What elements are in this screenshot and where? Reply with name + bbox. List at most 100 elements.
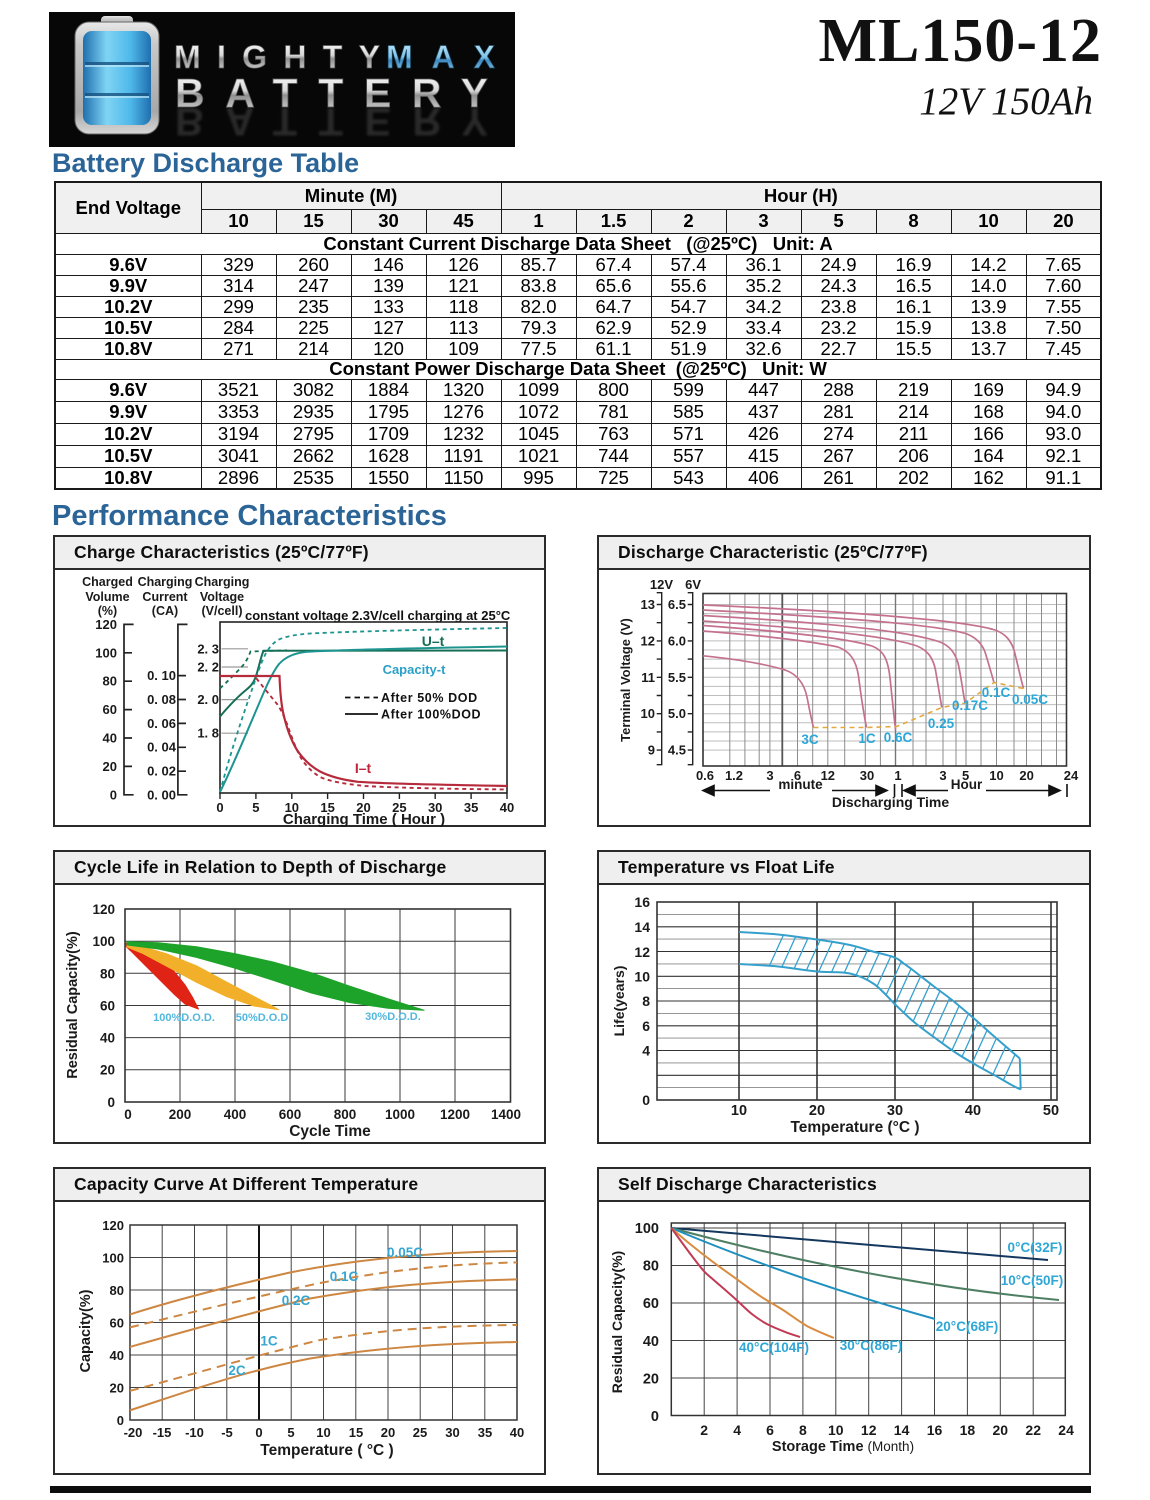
svg-text:0: 0 [651,1409,659,1425]
svg-text:Charging: Charging [138,575,193,589]
svg-text:14: 14 [634,919,650,935]
svg-text:1000: 1000 [385,1107,415,1122]
svg-text:0.2C: 0.2C [282,1293,311,1308]
svg-text:4: 4 [642,1043,650,1059]
svg-text:25: 25 [413,1425,427,1440]
svg-text:0.6: 0.6 [696,768,714,783]
svg-text:400: 400 [224,1107,247,1122]
svg-text:0: 0 [110,787,117,802]
svg-text:0.05C: 0.05C [387,1245,423,1260]
svg-text:30: 30 [887,1103,903,1119]
svg-text:0.1C: 0.1C [982,685,1011,700]
svg-text:0. 08: 0. 08 [147,692,176,707]
svg-text:13: 13 [641,597,655,612]
svg-text:2C: 2C [228,1363,246,1378]
svg-text:120: 120 [92,902,115,917]
svg-text:24: 24 [1064,768,1079,783]
svg-text:60: 60 [103,702,117,717]
svg-text:2. 0: 2. 0 [197,692,219,707]
svg-text:100: 100 [92,934,115,949]
svg-text:20: 20 [809,1103,825,1119]
svg-text:10: 10 [316,1425,330,1440]
svg-text:60: 60 [643,1296,659,1312]
svg-text:25: 25 [392,800,406,815]
svg-text:5.5: 5.5 [668,670,686,685]
svg-text:0.1C: 0.1C [330,1269,359,1284]
svg-text:Temperature ( °C ): Temperature ( °C ) [260,1442,393,1459]
svg-text:4.5: 4.5 [668,743,686,758]
svg-text:Residual Capacity(%): Residual Capacity(%) [65,931,81,1079]
svg-text:-15: -15 [153,1425,172,1440]
svg-text:0: 0 [107,1095,115,1110]
svg-text:120: 120 [95,617,117,632]
svg-text:3: 3 [939,768,946,783]
svg-text:1. 8: 1. 8 [197,726,219,741]
svg-text:1400: 1400 [491,1107,521,1122]
svg-text:20: 20 [381,1425,395,1440]
svg-text:22: 22 [1025,1422,1041,1438]
svg-text:-5: -5 [221,1425,233,1440]
svg-text:Discharging Time: Discharging Time [832,794,949,810]
svg-text:20: 20 [100,1063,115,1078]
svg-text:Charging: Charging [195,575,250,589]
svg-text:0.17C: 0.17C [952,698,988,713]
svg-text:80: 80 [110,1283,124,1298]
svg-text:12V: 12V [650,577,673,592]
svg-text:60: 60 [110,1316,124,1331]
svg-text:16: 16 [927,1422,943,1438]
svg-text:-10: -10 [185,1425,204,1440]
svg-text:6V: 6V [685,577,701,592]
svg-text:0: 0 [642,1092,650,1108]
svg-text:16: 16 [634,894,650,910]
svg-text:Hour: Hour [951,777,983,792]
svg-text:40: 40 [500,800,514,815]
svg-text:constant voltage 2.3V/cell cha: constant voltage 2.3V/cell charging at 2… [245,608,511,623]
svg-text:After 50% DOD: After 50% DOD [381,691,478,705]
svg-text:0. 10: 0. 10 [147,668,176,683]
svg-text:30: 30 [860,768,874,783]
svg-text:35: 35 [464,800,478,815]
svg-text:Storage Time (Month): Storage Time (Month) [772,1439,914,1455]
svg-text:10: 10 [634,969,650,985]
svg-text:1.2: 1.2 [725,768,743,783]
svg-text:0.25: 0.25 [928,716,955,731]
svg-text:8: 8 [642,993,650,1009]
svg-text:Volume: Volume [85,590,129,604]
svg-text:2. 3: 2. 3 [197,641,219,656]
svg-text:9: 9 [648,743,655,758]
svg-text:BATTERY: BATTERY [175,70,495,116]
svg-text:1C: 1C [260,1334,278,1349]
svg-text:14: 14 [894,1422,910,1438]
svg-text:200: 200 [169,1107,192,1122]
svg-text:11: 11 [641,670,655,685]
svg-text:5: 5 [252,800,259,815]
svg-text:40: 40 [103,731,117,746]
svg-text:Cycle Time: Cycle Time [289,1123,371,1140]
svg-text:20: 20 [110,1381,124,1396]
svg-text:Terminal Voltage (V): Terminal Voltage (V) [618,618,633,742]
svg-text:Life(years): Life(years) [611,966,627,1037]
svg-text:(CA): (CA) [152,604,178,618]
svg-text:BATTERY: BATTERY [175,99,495,143]
svg-text:24: 24 [1058,1422,1074,1438]
svg-text:6: 6 [642,1018,650,1034]
svg-text:(%): (%) [98,604,117,618]
svg-text:I–t: I–t [355,760,372,776]
svg-text:6: 6 [794,768,801,783]
svg-text:20: 20 [103,759,117,774]
svg-text:100: 100 [102,1251,124,1266]
svg-text:Charging Time ( Hour ): Charging Time ( Hour ) [283,811,445,828]
svg-text:100: 100 [95,645,117,660]
svg-text:30%D.O.D.: 30%D.O.D. [365,1011,421,1023]
svg-text:1200: 1200 [440,1107,470,1122]
svg-text:12: 12 [821,768,835,783]
svg-text:50%D.O.D: 50%D.O.D [236,1012,289,1024]
svg-text:100: 100 [635,1221,659,1237]
svg-text:20: 20 [356,800,370,815]
svg-text:20: 20 [643,1372,659,1388]
svg-text:15: 15 [320,800,334,815]
svg-text:60: 60 [100,999,115,1014]
svg-text:minute: minute [778,777,823,792]
svg-text:1C: 1C [858,731,876,746]
svg-text:15: 15 [349,1425,363,1440]
